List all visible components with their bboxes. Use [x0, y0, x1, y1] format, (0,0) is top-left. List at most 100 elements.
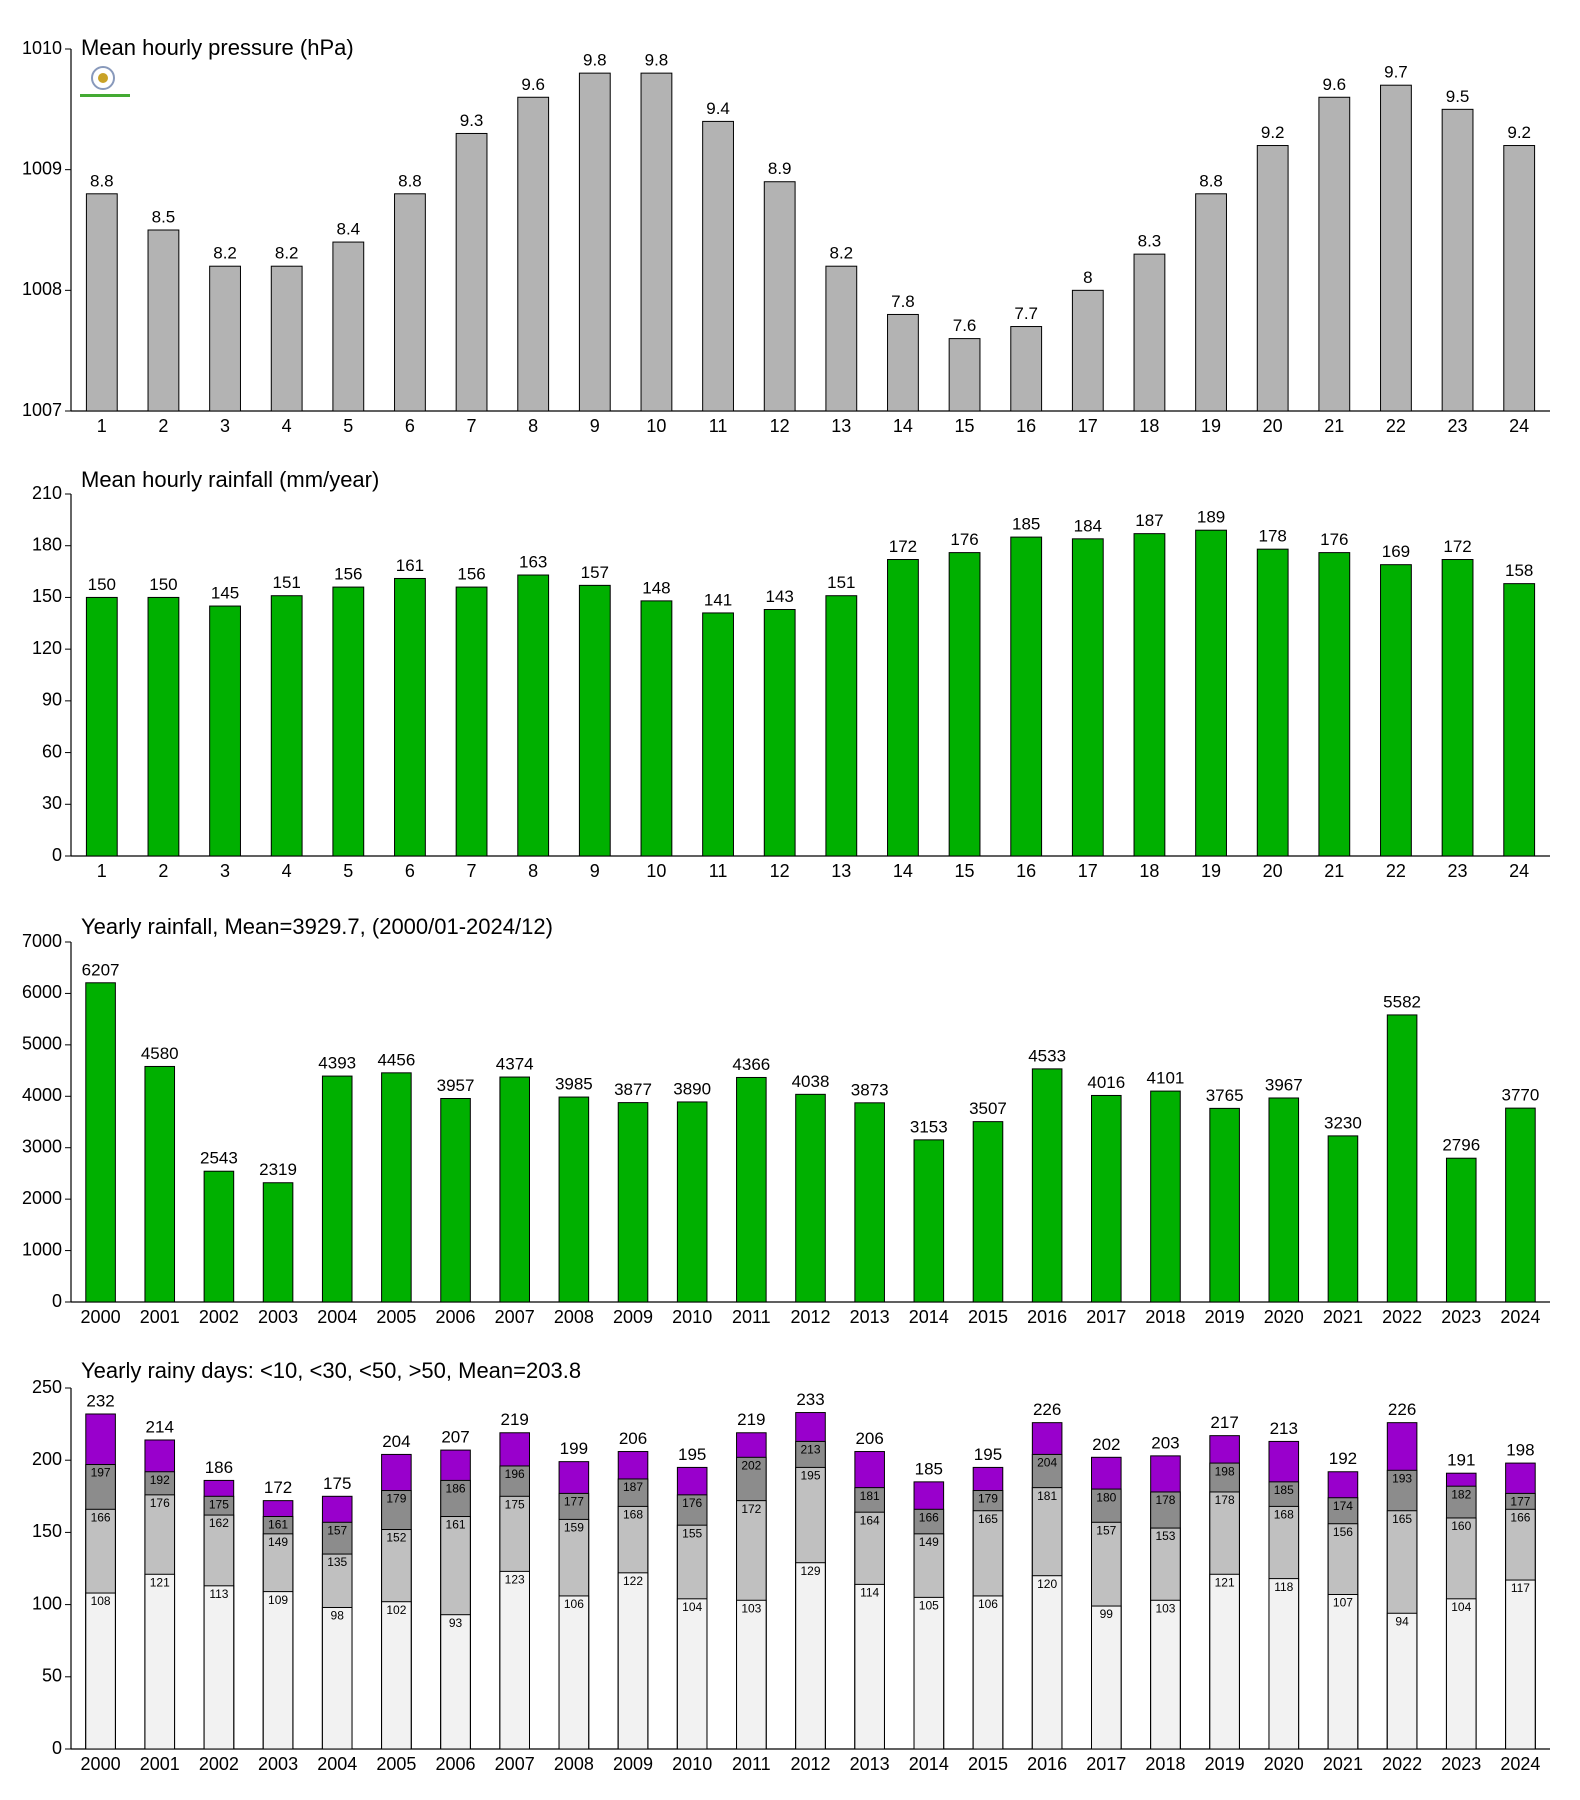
x-tick-label: 2021	[1323, 1754, 1363, 1774]
value-label: 157	[581, 563, 609, 582]
value-label: 7.8	[891, 292, 915, 311]
bar	[825, 265, 858, 412]
bar	[825, 595, 858, 857]
y-tick-label: 5000	[22, 1034, 62, 1054]
x-tick-label: 23	[1448, 861, 1468, 881]
value-label: 202	[741, 1458, 761, 1472]
value-label: 172	[1443, 537, 1471, 556]
value-label: 8.5	[152, 207, 176, 226]
bar	[736, 1076, 767, 1303]
bar	[1256, 145, 1289, 412]
value-label: 151	[827, 573, 855, 592]
value-label: 113	[209, 1587, 228, 1601]
bar-segment	[617, 1572, 649, 1750]
value-label: 217	[1210, 1413, 1238, 1432]
value-label: 122	[623, 1574, 643, 1588]
value-label: 129	[800, 1564, 820, 1578]
bar-segment	[1209, 1573, 1240, 1750]
bar	[948, 338, 981, 412]
value-label: 4393	[318, 1054, 356, 1073]
value-label: 135	[327, 1555, 347, 1569]
x-tick-label: 2004	[317, 1754, 357, 1774]
bar	[144, 1065, 176, 1303]
bar-segment	[1505, 1579, 1536, 1750]
x-tick-label: 7	[467, 861, 477, 881]
x-tick-label: 2013	[850, 1307, 890, 1327]
value-label: 181	[1037, 1489, 1057, 1503]
y-tick-label: 200	[32, 1449, 62, 1469]
x-tick-label: 2020	[1264, 1754, 1304, 1774]
x-tick-label: 3	[220, 416, 230, 436]
value-label: 198	[1506, 1441, 1534, 1460]
value-label: 195	[678, 1445, 706, 1464]
value-label: 176	[682, 1496, 702, 1510]
x-tick-label: 2002	[199, 1754, 239, 1774]
value-label: 195	[800, 1469, 820, 1483]
bar	[499, 1076, 530, 1303]
x-tick-label: 2014	[909, 1307, 949, 1327]
value-label: 157	[327, 1523, 347, 1537]
value-label: 3765	[1206, 1086, 1244, 1105]
bar	[85, 596, 118, 857]
value-label: 2796	[1442, 1136, 1480, 1155]
bar	[1318, 96, 1351, 412]
y-tick-label: 250	[32, 1377, 62, 1397]
value-label: 175	[505, 1497, 525, 1511]
x-tick-label: 2006	[436, 1307, 476, 1327]
y-tick-label: 4000	[22, 1085, 62, 1105]
value-label: 207	[441, 1428, 469, 1447]
value-label: 178	[1215, 1493, 1235, 1507]
value-label: 180	[1096, 1490, 1116, 1504]
value-label: 191	[1447, 1451, 1475, 1470]
value-label: 123	[505, 1573, 525, 1587]
value-label: 189	[1197, 508, 1225, 527]
value-label: 114	[860, 1586, 879, 1600]
value-label: 159	[564, 1521, 584, 1535]
x-tick-label: 15	[955, 416, 975, 436]
value-label: 3230	[1324, 1113, 1362, 1132]
value-label: 98	[331, 1609, 345, 1623]
x-tick-label: 2019	[1205, 1307, 1245, 1327]
value-label: 206	[855, 1429, 883, 1448]
x-tick-label: 2003	[258, 1307, 298, 1327]
chart-title: Mean hourly rainfall (mm/year)	[81, 467, 379, 492]
value-label: 161	[446, 1518, 466, 1532]
value-label: 172	[741, 1502, 761, 1516]
y-tick-label: 30	[42, 793, 62, 813]
y-tick-label: 1010	[22, 38, 62, 58]
bar	[209, 605, 241, 857]
bar	[676, 1101, 708, 1303]
bar-segment	[85, 1592, 116, 1750]
value-label: 199	[560, 1439, 588, 1458]
bar-segment	[144, 1573, 176, 1750]
y-tick-label: 1000	[22, 1239, 62, 1259]
bar	[640, 600, 673, 857]
bar-segment	[1386, 1612, 1418, 1750]
value-label: 156	[457, 565, 485, 584]
x-tick-label: 2001	[140, 1307, 180, 1327]
bar	[381, 1072, 412, 1303]
value-label: 9.8	[583, 51, 607, 70]
bar-segment	[558, 1595, 590, 1750]
bar	[1010, 326, 1043, 412]
x-tick-label: 2003	[258, 1754, 298, 1774]
bar-segment	[1031, 1575, 1063, 1750]
y-tick-label: 0	[52, 1291, 62, 1311]
value-label: 192	[1329, 1449, 1357, 1468]
x-tick-label: 20	[1263, 416, 1283, 436]
x-tick-label: 22	[1386, 861, 1406, 881]
y-tick-label: 2000	[22, 1188, 62, 1208]
bar	[1380, 564, 1412, 857]
bar	[394, 577, 426, 857]
value-label: 175	[209, 1497, 229, 1511]
x-tick-label: 3	[220, 861, 230, 881]
bar-segment	[262, 1591, 294, 1750]
x-tick-label: 11	[709, 416, 728, 436]
value-label: 9.8	[645, 51, 669, 70]
value-label: 219	[737, 1410, 765, 1429]
logo	[80, 66, 130, 97]
value-label: 109	[268, 1593, 288, 1607]
value-label: 192	[150, 1473, 170, 1487]
value-label: 8.8	[1199, 171, 1223, 190]
